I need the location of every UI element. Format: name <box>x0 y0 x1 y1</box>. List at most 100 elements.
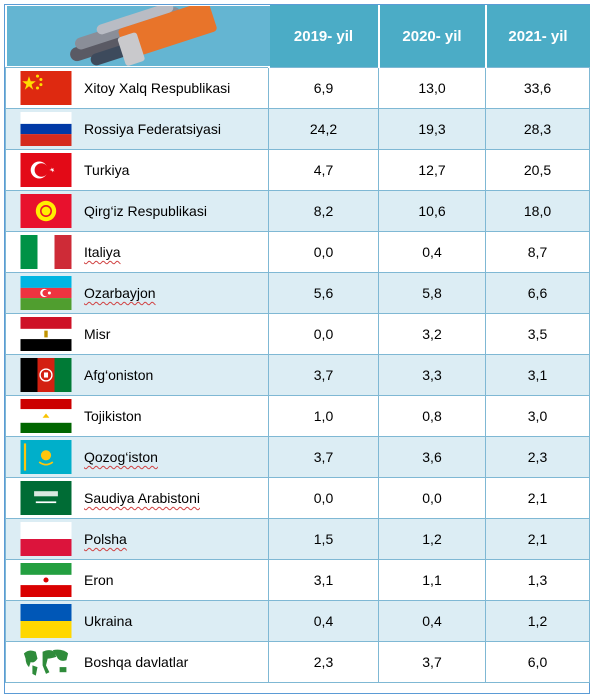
table-row: Polsha 1,5 1,2 2,1 <box>5 518 590 560</box>
tajikistan-flag-icon <box>20 399 72 433</box>
value-2020: 1,1 <box>378 559 486 601</box>
value-2020: 0,8 <box>378 395 486 437</box>
value-2020: 0,4 <box>378 600 486 642</box>
saudi-arabia-flag-icon <box>20 481 72 515</box>
country-name: Afg‘oniston <box>84 367 154 383</box>
value-2021: 6,0 <box>485 641 590 683</box>
value-2020: 3,7 <box>378 641 486 683</box>
value-2021: 3,0 <box>485 395 590 437</box>
country-name: Ukraina <box>84 613 133 629</box>
value-2021: 2,1 <box>485 477 590 519</box>
value-2021: 2,3 <box>485 436 590 478</box>
value-2021: 33,6 <box>485 67 590 109</box>
value-2019: 6,9 <box>268 67 379 109</box>
table-row: Ozarbayjon 5,6 5,8 6,6 <box>5 272 590 314</box>
italy-flag-icon <box>20 235 72 269</box>
value-2019: 0,0 <box>268 477 379 519</box>
country-name: Rossiya Federatsiyasi <box>84 121 221 137</box>
value-2020: 1,2 <box>378 518 486 560</box>
table-row: Afg‘oniston 3,7 3,3 3,1 <box>5 354 590 396</box>
table-row: Italiya 0,0 0,4 8,7 <box>5 231 590 273</box>
table-row: Eron 3,1 1,1 1,3 <box>5 559 590 601</box>
table-row: Ukraina 0,4 0,4 1,2 <box>5 600 590 642</box>
country-name: Polsha <box>84 531 127 547</box>
table-row: Qozog‘iston 3,7 3,6 2,3 <box>5 436 590 478</box>
value-2021: 6,6 <box>485 272 590 314</box>
kyrgyzstan-flag-icon <box>20 194 72 228</box>
table-row: Turkiya 4,7 12,7 20,5 <box>5 149 590 191</box>
kazakhstan-flag-icon <box>20 440 72 474</box>
value-2021: 3,1 <box>485 354 590 396</box>
value-2019: 3,7 <box>268 436 379 478</box>
value-2020: 19,3 <box>378 108 486 150</box>
table-row: Misr 0,0 3,2 3,5 <box>5 313 590 355</box>
value-2020: 3,6 <box>378 436 486 478</box>
world-map-icon <box>20 645 72 679</box>
country-name: Qirg‘iz Respublikasi <box>84 203 207 219</box>
country-cell: Eron <box>5 559 269 601</box>
egypt-flag-icon <box>20 317 72 351</box>
country-cell: Misr <box>5 313 269 355</box>
header-2019: 2019- yil <box>268 5 380 68</box>
value-2021: 20,5 <box>485 149 590 191</box>
country-name: Eron <box>84 572 114 588</box>
russia-flag-icon <box>20 112 72 146</box>
value-2020: 10,6 <box>378 190 486 232</box>
country-cell: Xitoy Xalq Respublikasi <box>5 67 269 109</box>
country-cell: Polsha <box>5 518 269 560</box>
value-2020: 3,3 <box>378 354 486 396</box>
country-name: Qozog‘iston <box>84 449 158 465</box>
country-cell: Ozarbayjon <box>5 272 269 314</box>
value-2021: 8,7 <box>485 231 590 273</box>
china-flag-icon <box>20 71 72 105</box>
turkey-flag-icon <box>20 153 72 187</box>
value-2020: 0,4 <box>378 231 486 273</box>
value-2021: 28,3 <box>485 108 590 150</box>
country-cell: Turkiya <box>5 149 269 191</box>
country-name: Italiya <box>84 244 121 260</box>
poland-flag-icon <box>20 522 72 556</box>
value-2020: 12,7 <box>378 149 486 191</box>
country-cell: Italiya <box>5 231 269 273</box>
iran-flag-icon <box>20 563 72 597</box>
country-cell: Qozog‘iston <box>5 436 269 478</box>
country-cell: Boshqa davlatlar <box>5 641 269 683</box>
country-name: Ozarbayjon <box>84 285 156 301</box>
value-2019: 4,7 <box>268 149 379 191</box>
value-2019: 24,2 <box>268 108 379 150</box>
country-cell: Tojikiston <box>5 395 269 437</box>
value-2020: 0,0 <box>378 477 486 519</box>
table-row: Xitoy Xalq Respublikasi 6,9 13,0 33,6 <box>5 67 590 109</box>
value-2020: 3,2 <box>378 313 486 355</box>
value-2019: 5,6 <box>268 272 379 314</box>
country-name: Turkiya <box>84 162 130 178</box>
value-2019: 1,0 <box>268 395 379 437</box>
value-2019: 3,1 <box>268 559 379 601</box>
value-2020: 5,8 <box>378 272 486 314</box>
value-2021: 18,0 <box>485 190 590 232</box>
value-2021: 1,3 <box>485 559 590 601</box>
header-2020: 2020- yil <box>378 5 487 68</box>
country-cell: Ukraina <box>5 600 269 642</box>
afghanistan-flag-icon <box>20 358 72 392</box>
country-cell: Afg‘oniston <box>5 354 269 396</box>
header-image-cell <box>5 1 270 68</box>
table-row: Qirg‘iz Respublikasi 8,2 10,6 18,0 <box>5 190 590 232</box>
header-row: 2019- yil 2020- yil 2021- yil <box>5 1 590 68</box>
country-name: Misr <box>84 326 111 342</box>
country-cell: Saudiya Arabistoni <box>5 477 269 519</box>
fabric-rolls-icon <box>6 1 270 66</box>
table-row: Saudiya Arabistoni 0,0 0,0 2,1 <box>5 477 590 519</box>
value-2021: 1,2 <box>485 600 590 642</box>
value-2019: 1,5 <box>268 518 379 560</box>
table-row: Boshqa davlatlar 2,3 3,7 6,0 <box>5 641 590 683</box>
table-row: Rossiya Federatsiyasi 24,2 19,3 28,3 <box>5 108 590 150</box>
value-2021: 3,5 <box>485 313 590 355</box>
azerbaijan-flag-icon <box>20 276 72 310</box>
trade-table: 2019- yil 2020- yil 2021- yil Xitoy Xalq… <box>5 1 590 683</box>
country-name: Tojikiston <box>84 408 142 424</box>
value-2019: 0,4 <box>268 600 379 642</box>
table-row: Tojikiston 1,0 0,8 3,0 <box>5 395 590 437</box>
value-2019: 0,0 <box>268 231 379 273</box>
country-cell: Qirg‘iz Respublikasi <box>5 190 269 232</box>
